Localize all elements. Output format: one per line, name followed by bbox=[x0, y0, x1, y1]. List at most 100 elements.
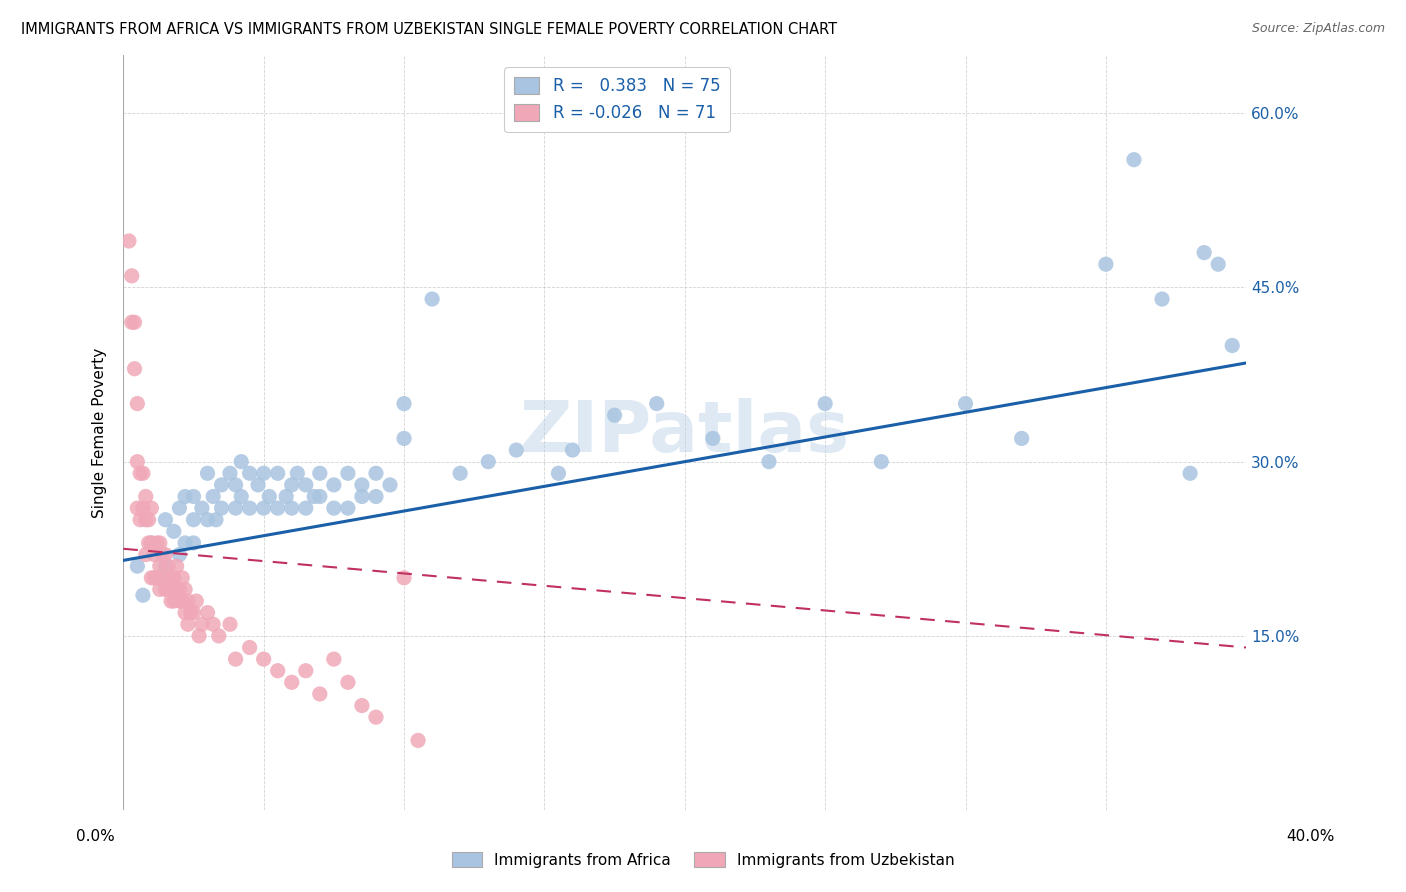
Point bbox=[152, 571, 174, 585]
Point bbox=[177, 617, 200, 632]
Point bbox=[208, 629, 231, 643]
Point bbox=[197, 467, 219, 481]
Point bbox=[253, 652, 276, 666]
Point bbox=[188, 629, 211, 643]
Point bbox=[132, 501, 155, 516]
Point bbox=[146, 571, 169, 585]
Point bbox=[143, 571, 166, 585]
Point bbox=[127, 455, 149, 469]
Point bbox=[477, 455, 499, 469]
Point bbox=[155, 548, 177, 562]
Point bbox=[308, 490, 330, 504]
Point bbox=[505, 443, 527, 458]
Point bbox=[294, 664, 316, 678]
Point bbox=[955, 396, 977, 410]
Point bbox=[247, 478, 270, 492]
Point bbox=[143, 548, 166, 562]
Point bbox=[350, 490, 373, 504]
Point bbox=[322, 501, 344, 516]
Point bbox=[239, 640, 262, 655]
Point bbox=[364, 467, 387, 481]
Text: ZIPatlas: ZIPatlas bbox=[520, 398, 849, 467]
Point bbox=[702, 432, 724, 446]
Point bbox=[336, 501, 359, 516]
Text: 40.0%: 40.0% bbox=[1286, 830, 1334, 844]
Point bbox=[155, 513, 177, 527]
Point bbox=[121, 315, 143, 329]
Point bbox=[146, 536, 169, 550]
Point bbox=[364, 490, 387, 504]
Point bbox=[603, 408, 626, 422]
Point bbox=[561, 443, 583, 458]
Point bbox=[239, 501, 262, 516]
Point bbox=[364, 710, 387, 724]
Point bbox=[135, 548, 157, 562]
Point bbox=[1011, 432, 1033, 446]
Point bbox=[225, 501, 247, 516]
Point bbox=[149, 536, 172, 550]
Point bbox=[231, 455, 253, 469]
Point bbox=[420, 292, 443, 306]
Point bbox=[169, 501, 191, 516]
Text: 0.0%: 0.0% bbox=[76, 830, 115, 844]
Legend: Immigrants from Africa, Immigrants from Uzbekistan: Immigrants from Africa, Immigrants from … bbox=[446, 846, 960, 873]
Point bbox=[124, 361, 146, 376]
Point bbox=[191, 617, 214, 632]
Point bbox=[205, 513, 228, 527]
Point bbox=[1192, 245, 1215, 260]
Point bbox=[197, 513, 219, 527]
Point bbox=[758, 455, 780, 469]
Point bbox=[1178, 467, 1201, 481]
Point bbox=[152, 548, 174, 562]
Point bbox=[174, 582, 197, 597]
Point bbox=[155, 559, 177, 574]
Point bbox=[280, 501, 302, 516]
Point bbox=[129, 513, 152, 527]
Point bbox=[239, 467, 262, 481]
Point bbox=[163, 582, 186, 597]
Point bbox=[163, 524, 186, 539]
Point bbox=[1095, 257, 1118, 271]
Point bbox=[118, 234, 141, 248]
Point bbox=[191, 501, 214, 516]
Point bbox=[166, 559, 188, 574]
Point bbox=[219, 617, 242, 632]
Point bbox=[547, 467, 569, 481]
Point bbox=[169, 548, 191, 562]
Point bbox=[308, 467, 330, 481]
Point bbox=[350, 478, 373, 492]
Point bbox=[121, 268, 143, 283]
Point bbox=[870, 455, 893, 469]
Point bbox=[253, 467, 276, 481]
Point bbox=[155, 582, 177, 597]
Point bbox=[276, 490, 298, 504]
Point bbox=[267, 664, 290, 678]
Point bbox=[231, 490, 253, 504]
Point bbox=[225, 652, 247, 666]
Point bbox=[149, 559, 172, 574]
Point bbox=[127, 559, 149, 574]
Text: IMMIGRANTS FROM AFRICA VS IMMIGRANTS FROM UZBEKISTAN SINGLE FEMALE POVERTY CORRE: IMMIGRANTS FROM AFRICA VS IMMIGRANTS FRO… bbox=[21, 22, 837, 37]
Point bbox=[186, 594, 208, 608]
Point bbox=[172, 594, 194, 608]
Point bbox=[174, 490, 197, 504]
Point bbox=[308, 687, 330, 701]
Point bbox=[280, 675, 302, 690]
Point bbox=[259, 490, 281, 504]
Point bbox=[336, 675, 359, 690]
Point bbox=[174, 606, 197, 620]
Point bbox=[157, 559, 180, 574]
Point bbox=[169, 594, 191, 608]
Point bbox=[350, 698, 373, 713]
Point bbox=[814, 396, 837, 410]
Point bbox=[336, 467, 359, 481]
Point bbox=[141, 536, 163, 550]
Point bbox=[267, 467, 290, 481]
Point bbox=[225, 478, 247, 492]
Point bbox=[211, 478, 233, 492]
Point bbox=[141, 571, 163, 585]
Legend: R =   0.383   N = 75, R = -0.026   N = 71: R = 0.383 N = 75, R = -0.026 N = 71 bbox=[505, 67, 730, 132]
Point bbox=[183, 606, 205, 620]
Point bbox=[124, 315, 146, 329]
Point bbox=[1150, 292, 1173, 306]
